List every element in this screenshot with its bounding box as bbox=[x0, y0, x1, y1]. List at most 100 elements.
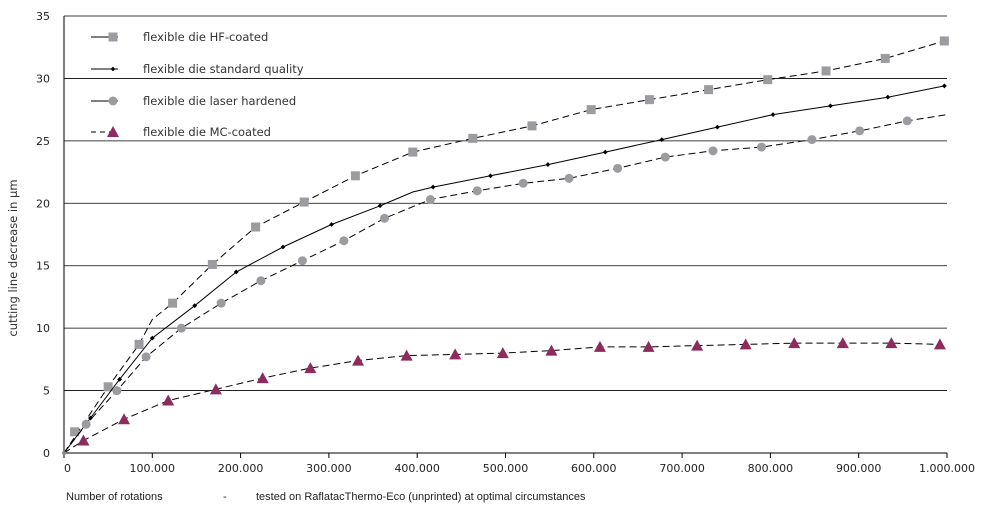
series-3 bbox=[63, 114, 948, 454]
data-point bbox=[518, 178, 528, 188]
legend-label: flexible die MC-coated bbox=[143, 125, 271, 139]
legend-label: flexible die standard quality bbox=[143, 62, 304, 76]
data-point bbox=[885, 337, 898, 349]
data-point bbox=[297, 256, 307, 266]
x-tick-label: 900.000 bbox=[836, 462, 882, 475]
data-point bbox=[149, 335, 155, 341]
data-point bbox=[251, 222, 261, 232]
series-4 bbox=[63, 337, 946, 454]
data-point bbox=[564, 173, 574, 183]
data-point bbox=[141, 352, 151, 362]
data-point bbox=[299, 197, 309, 207]
data-point bbox=[715, 124, 720, 130]
y-tick-label: 5 bbox=[43, 385, 50, 398]
data-point bbox=[400, 349, 413, 361]
footer: Number of rotations - tested on Raflatac… bbox=[66, 491, 586, 503]
legend-marker bbox=[108, 96, 118, 106]
data-point bbox=[134, 339, 144, 349]
series-line bbox=[63, 85, 945, 454]
data-point bbox=[763, 75, 773, 85]
data-point bbox=[708, 146, 718, 156]
data-point bbox=[377, 203, 383, 209]
axes bbox=[63, 16, 948, 458]
data-point bbox=[586, 105, 596, 115]
y-tick-label: 0 bbox=[43, 447, 50, 460]
x-tick-label: 700.000 bbox=[659, 462, 705, 475]
data-point bbox=[902, 116, 912, 126]
data-point bbox=[933, 338, 946, 350]
data-point bbox=[545, 162, 551, 167]
data-point bbox=[939, 36, 949, 46]
data-point bbox=[233, 269, 239, 275]
legend-item: flexible die standard quality bbox=[91, 62, 304, 76]
data-point bbox=[642, 340, 655, 352]
data-point bbox=[472, 186, 482, 196]
data-point bbox=[430, 184, 436, 190]
data-point bbox=[256, 276, 266, 286]
data-point bbox=[216, 298, 226, 308]
y-tick-label: 20 bbox=[36, 197, 50, 210]
origin-point bbox=[62, 451, 66, 455]
data-point bbox=[496, 347, 509, 359]
x-axis-title: Number of rotations bbox=[66, 491, 163, 503]
legend-marker bbox=[107, 126, 119, 137]
data-point bbox=[855, 126, 865, 136]
x-tick-label: 400.000 bbox=[394, 462, 440, 475]
series-2 bbox=[63, 83, 947, 454]
data-point bbox=[103, 382, 113, 392]
data-point bbox=[118, 413, 131, 425]
data-point bbox=[207, 259, 217, 269]
data-point bbox=[280, 244, 286, 250]
data-point bbox=[770, 112, 776, 118]
data-point bbox=[613, 163, 623, 173]
data-point bbox=[350, 171, 360, 181]
y-tick-label: 15 bbox=[36, 260, 50, 273]
data-point bbox=[352, 354, 365, 366]
y-tick-label: 30 bbox=[36, 72, 50, 85]
data-point bbox=[807, 135, 817, 145]
data-point bbox=[112, 386, 122, 396]
data-point bbox=[593, 340, 606, 352]
data-point bbox=[691, 339, 704, 351]
legend-item: flexible die MC-coated bbox=[91, 125, 271, 139]
series-line bbox=[63, 342, 940, 454]
data-point bbox=[81, 419, 91, 429]
data-point bbox=[176, 323, 186, 333]
data-point bbox=[739, 338, 752, 350]
x-tick-labels: 0 100.000 200.000 300.000 400.000 500.000 600.… bbox=[64, 462, 975, 475]
data-point bbox=[192, 303, 198, 309]
y-tick-label: 35 bbox=[36, 10, 50, 23]
data-point bbox=[380, 213, 390, 223]
data-point bbox=[660, 152, 670, 162]
x-tick-label: 100.000 bbox=[130, 462, 176, 475]
data-point bbox=[117, 376, 123, 382]
data-point bbox=[527, 121, 537, 131]
legend-item: flexible die laser hardened bbox=[91, 94, 296, 108]
legend: flexible die HF-coated flexible die stand… bbox=[91, 30, 304, 139]
data-point bbox=[339, 236, 349, 246]
series bbox=[62, 36, 949, 455]
x-tick-label: 0 bbox=[64, 462, 71, 475]
footer-note: tested on RaflatacThermo-Eco (unprinted)… bbox=[256, 491, 586, 503]
y-axis-title: cutting line decrease in µm bbox=[6, 179, 20, 336]
x-tick-label: 200.000 bbox=[218, 462, 264, 475]
data-point bbox=[162, 394, 175, 406]
data-point bbox=[788, 337, 801, 349]
data-point bbox=[644, 95, 654, 105]
legend-item: flexible die HF-coated bbox=[91, 30, 268, 44]
legend-marker bbox=[108, 32, 118, 42]
x-tick-label: 800.000 bbox=[748, 462, 794, 475]
data-point bbox=[70, 427, 80, 437]
legend-label: flexible die HF-coated bbox=[143, 30, 268, 44]
data-point bbox=[425, 195, 435, 205]
data-point bbox=[941, 83, 947, 89]
series-line bbox=[63, 114, 948, 454]
data-point bbox=[468, 133, 478, 143]
data-point bbox=[757, 142, 767, 152]
data-point bbox=[602, 149, 608, 155]
data-point bbox=[77, 434, 90, 446]
data-point bbox=[449, 348, 462, 360]
data-point bbox=[168, 298, 178, 308]
data-point bbox=[821, 66, 831, 76]
